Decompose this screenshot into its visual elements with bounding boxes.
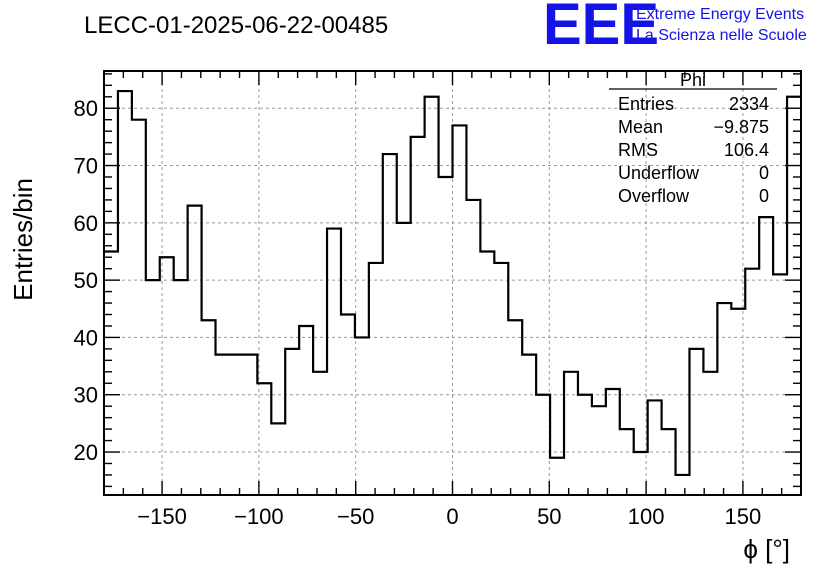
histogram-bin: [773, 274, 787, 495]
histogram-bin: [466, 200, 480, 495]
histogram-bin: [285, 349, 299, 495]
histogram-bin: [257, 383, 271, 495]
x-tick-label: 50: [537, 504, 561, 529]
histogram-bin: [606, 389, 620, 495]
axis-ticks: [104, 71, 801, 495]
histogram-outline: [104, 89, 801, 477]
histogram-bin: [327, 229, 341, 495]
histogram-bin: [397, 223, 411, 495]
x-tick-labels: −150 −100 −50 0 50 100 150: [137, 504, 761, 529]
histogram-bin: [369, 263, 383, 495]
histogram-bin: [578, 395, 592, 495]
histogram-bin: [787, 97, 801, 495]
stats-value: 2334: [729, 94, 769, 114]
histogram-bin: [564, 372, 578, 495]
histogram-bin: [648, 400, 662, 495]
histogram-bin: [731, 309, 745, 495]
stats-label: Underflow: [618, 163, 700, 183]
y-axis-title: Entries/bin: [8, 178, 38, 301]
stats-label: RMS: [618, 140, 658, 160]
histogram-bin: [341, 315, 355, 495]
y-tick-label: 80: [74, 96, 98, 121]
histogram-bin: [745, 269, 759, 495]
histogram-bin: [662, 429, 676, 495]
histogram-bin: [229, 355, 243, 495]
stats-value: 106.4: [724, 140, 769, 160]
stats-value: −9.875: [713, 117, 769, 137]
histogram-bin: [313, 372, 327, 495]
histogram-bin: [174, 280, 188, 495]
x-tick-label: 0: [446, 504, 458, 529]
histogram-bin: [160, 257, 174, 495]
histogram-bin: [480, 251, 494, 495]
histogram-bin: [299, 326, 313, 495]
histogram-bin: [759, 217, 773, 495]
histogram-bin: [717, 303, 731, 495]
stats-value: 0: [759, 186, 769, 206]
histogram-bin: [411, 137, 425, 495]
stats-value: 0: [759, 163, 769, 183]
histogram-bin: [188, 206, 202, 495]
histogram-bin: [202, 320, 216, 495]
grid-lines: [104, 71, 801, 495]
y-tick-label: 50: [74, 268, 98, 293]
y-tick-label: 70: [74, 154, 98, 179]
stats-rows: Entries 2334 Mean −9.875 RMS 106.4 Underflow 0 O…: [618, 94, 769, 206]
histogram-bin: [355, 337, 369, 495]
histogram-bin: [132, 120, 146, 495]
histogram-bin: [104, 251, 118, 495]
chart-title: LECC-01-2025-06-22-00485: [84, 12, 388, 39]
x-axis-title: ϕ [°]: [743, 534, 790, 564]
histogram-bin: [689, 349, 703, 495]
histogram-bin: [620, 429, 634, 495]
histogram-bin: [243, 355, 257, 495]
histogram-bin: [216, 355, 230, 495]
x-tick-label: −100: [234, 504, 284, 529]
x-tick-label: −150: [137, 504, 187, 529]
logo-subtitle-line2: La Scienza nelle Scuole: [636, 27, 807, 44]
y-tick-labels: 20 30 40 50 60 70 80: [74, 96, 98, 465]
histogram-bin: [536, 395, 550, 495]
y-tick-label: 30: [74, 383, 98, 408]
histogram-bin: [118, 91, 132, 495]
eee-logo-mark: EEE: [543, 0, 659, 57]
histogram-bin: [439, 177, 453, 495]
histogram-bin: [550, 458, 564, 495]
stats-box: Phi Entries 2334 Mean −9.875 RMS 106.4 Underfl…: [609, 70, 777, 206]
histogram-bin: [383, 154, 397, 495]
histogram-bin: [494, 263, 508, 495]
x-tick-label: −50: [337, 504, 374, 529]
y-tick-label: 60: [74, 211, 98, 236]
histogram-bin: [703, 372, 717, 495]
histogram-bin: [508, 320, 522, 495]
histogram-bin: [425, 97, 439, 495]
y-tick-label: 40: [74, 325, 98, 350]
histogram-bin: [146, 280, 160, 495]
x-tick-label: 100: [628, 504, 665, 529]
histogram-bin: [676, 475, 690, 495]
logo-subtitle-line1: Extreme Energy Events: [636, 6, 804, 23]
histogram-bin: [453, 125, 467, 495]
y-tick-label: 20: [74, 440, 98, 465]
stats-label: Entries: [618, 94, 674, 114]
eee-logo: EEE Extreme Energy Events La Scienza nel…: [543, 0, 807, 57]
histogram-series: [104, 89, 801, 495]
x-tick-label: 150: [725, 504, 762, 529]
stats-label: Mean: [618, 117, 663, 137]
stats-title: Phi: [680, 70, 706, 90]
histogram-bin: [522, 355, 536, 495]
histogram-bin: [271, 423, 285, 495]
stats-label: Overflow: [618, 186, 690, 206]
histogram-bin: [592, 406, 606, 495]
